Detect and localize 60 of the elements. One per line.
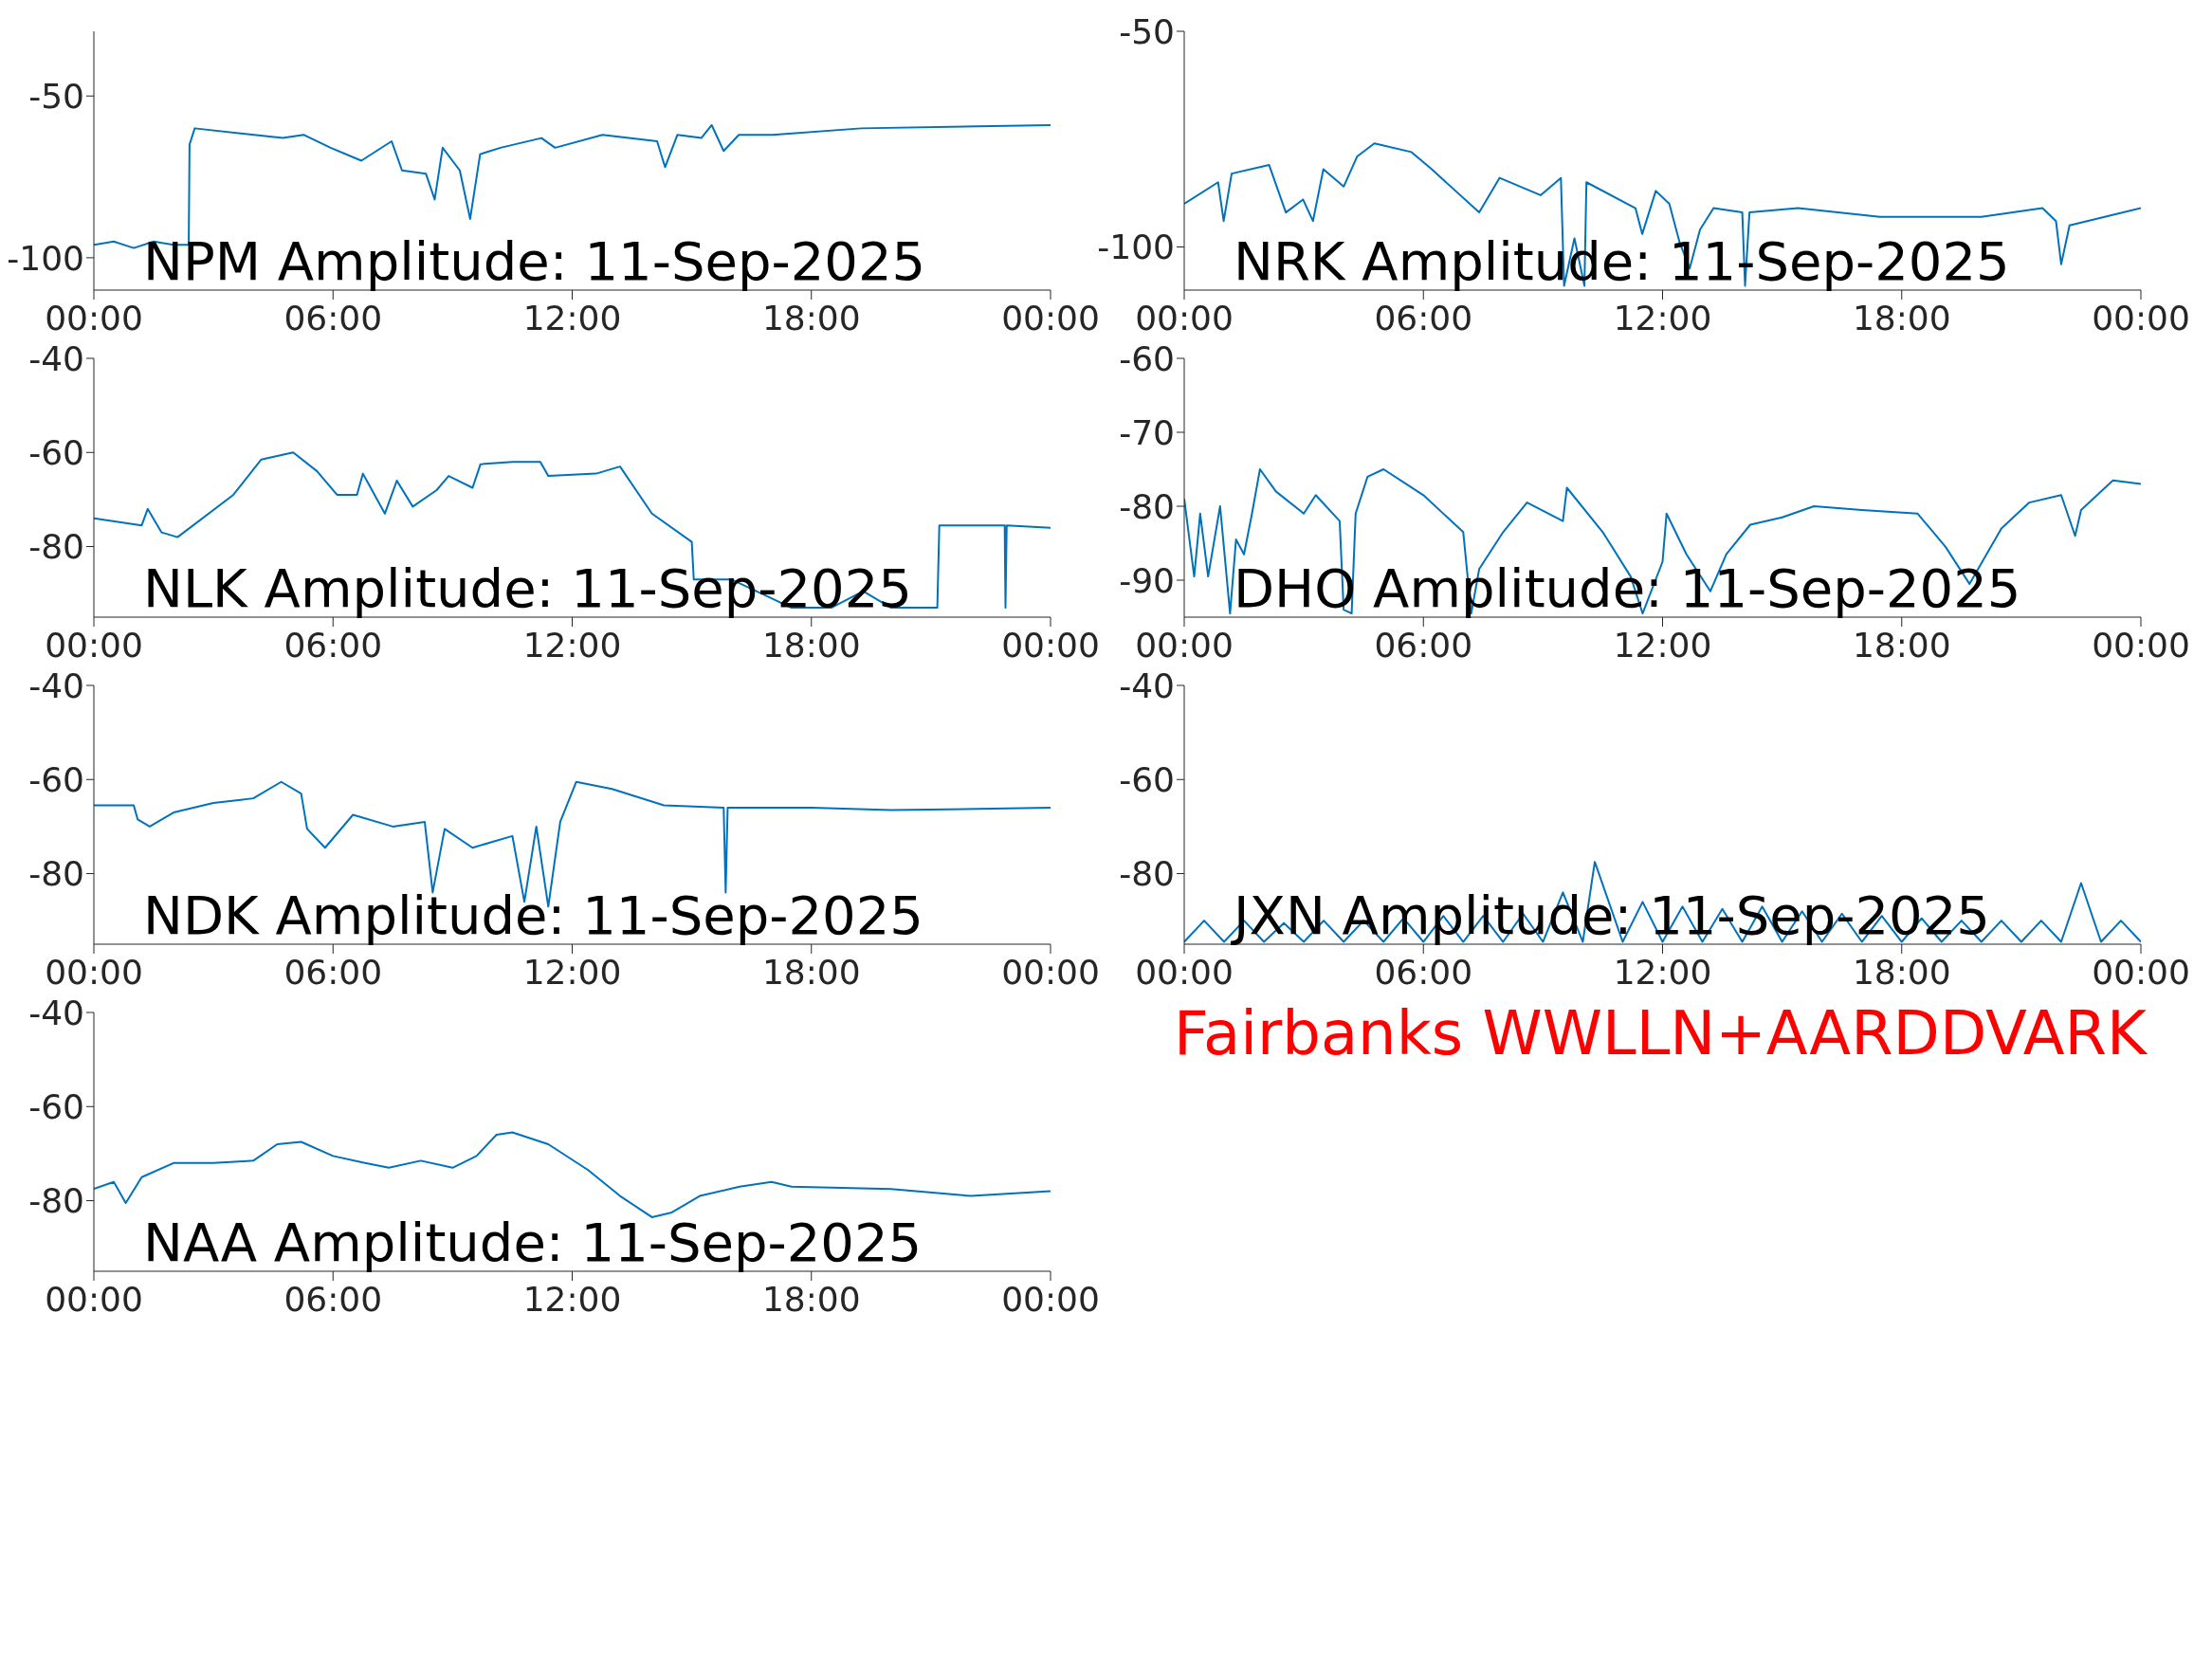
- x-tick-label: 12:00: [1613, 298, 1712, 337]
- x-tick-label: 12:00: [522, 1279, 622, 1319]
- x-tick-label: 06:00: [1374, 952, 1473, 992]
- x-tick-label: 00:00: [45, 298, 143, 337]
- x-tick-label: 12:00: [1613, 625, 1712, 665]
- y-tick-label: -60: [28, 760, 84, 800]
- y-tick-label: -40: [28, 993, 84, 1032]
- x-tick-label: 12:00: [1613, 952, 1712, 992]
- y-tick-label: -40: [28, 665, 84, 705]
- x-tick-label: 00:00: [1135, 298, 1234, 337]
- y-tick-label: -40: [1119, 665, 1175, 705]
- x-tick-label: 00:00: [45, 952, 143, 992]
- y-tick-label: -80: [1119, 486, 1175, 526]
- x-tick-label: 06:00: [1374, 625, 1473, 665]
- x-tick-label: 12:00: [522, 952, 622, 992]
- x-tick-label: 18:00: [1852, 625, 1951, 665]
- x-tick-label: 00:00: [1001, 952, 1100, 992]
- x-tick-label: 00:00: [1001, 625, 1100, 665]
- y-tick-label: -60: [1119, 760, 1175, 800]
- y-tick-label: -50: [1119, 11, 1175, 51]
- x-tick-label: 18:00: [761, 1279, 861, 1319]
- x-tick-label: 18:00: [1852, 952, 1951, 992]
- x-tick-label: 00:00: [2092, 625, 2190, 665]
- y-tick-label: -40: [28, 338, 84, 378]
- x-tick-label: 18:00: [761, 298, 861, 337]
- x-tick-label: 12:00: [522, 625, 622, 665]
- y-tick-label: -100: [1097, 228, 1175, 267]
- x-tick-label: 00:00: [2092, 298, 2190, 337]
- x-tick-label: 12:00: [522, 298, 622, 337]
- text: NPM Amplitude: 11-Sep-2025: [143, 230, 926, 292]
- x-tick-label: 06:00: [283, 1279, 383, 1319]
- y-tick-label: -60: [1119, 338, 1175, 378]
- x-tick-label: 06:00: [1374, 298, 1473, 337]
- x-tick-label: 00:00: [1135, 952, 1234, 992]
- x-tick-label: 00:00: [1135, 625, 1234, 665]
- line-series: [94, 1131, 1051, 1218]
- y-tick-label: -90: [1119, 560, 1175, 600]
- x-tick-label: 06:00: [283, 625, 383, 665]
- x-tick-label: 00:00: [45, 1279, 143, 1319]
- x-tick-label: 06:00: [283, 952, 383, 992]
- y-tick-label: -60: [28, 433, 84, 473]
- y-tick-label: -50: [28, 77, 84, 117]
- x-tick-label: 00:00: [1001, 298, 1100, 337]
- y-tick-label: -100: [7, 238, 84, 278]
- y-tick-label: -80: [28, 854, 84, 894]
- text: Fairbanks WWLLN+AARDDVARK: [1174, 998, 2147, 1068]
- y-tick-label: -60: [28, 1087, 84, 1127]
- x-tick-label: 18:00: [1852, 298, 1951, 337]
- y-tick-label: -80: [1119, 854, 1175, 894]
- text: NAA Amplitude: 11-Sep-2025: [143, 1212, 923, 1273]
- x-tick-label: 18:00: [761, 952, 861, 992]
- text: NDK Amplitude: 11-Sep-2025: [143, 884, 923, 946]
- x-tick-label: 00:00: [1001, 1279, 1100, 1319]
- x-tick-label: 06:00: [283, 298, 383, 337]
- y-tick-label: -70: [1119, 412, 1175, 452]
- x-tick-label: 00:00: [45, 625, 143, 665]
- x-tick-label: 00:00: [2092, 952, 2190, 992]
- y-tick-label: -80: [28, 527, 84, 567]
- y-tick-label: -80: [28, 1181, 84, 1221]
- x-tick-label: 18:00: [761, 625, 861, 665]
